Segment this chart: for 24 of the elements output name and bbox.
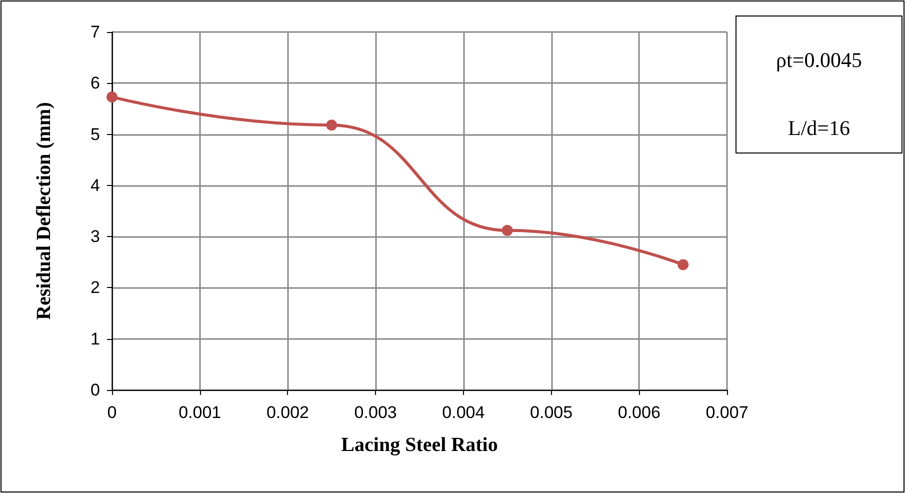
x-tick-label: 0.003 [354,403,397,422]
point [106,91,118,102]
point [502,224,513,236]
x-tick-label: 0.005 [530,403,573,422]
x-tick-label: 0 [107,403,117,422]
y-tick-label: 6 [90,74,100,93]
x-tick-label: 0.002 [266,403,309,422]
y-tick-label: 3 [90,227,100,246]
x-tick-label: 0.004 [442,403,485,422]
y-tick-label: 2 [90,278,100,298]
y-tick-label: 0 [90,380,100,400]
text: ρt=0.0045 [776,48,862,72]
point [678,259,689,270]
y-tick-label: 1 [90,329,100,348]
y-tick-label: 7 [90,22,100,42]
x-axis-title: Lacing Steel Ratio [341,434,498,456]
text: L/d=16 [788,116,850,140]
x-tick-label: 0.006 [618,403,660,422]
x-tick-label: 0.001 [178,403,222,422]
y-tick-label: 5 [90,124,100,144]
point [326,120,338,131]
y-tick-label: 4 [90,176,100,195]
y-axis-title: Residual Deflection (mm) [33,102,55,320]
x-tick-label: 0.007 [706,403,748,422]
